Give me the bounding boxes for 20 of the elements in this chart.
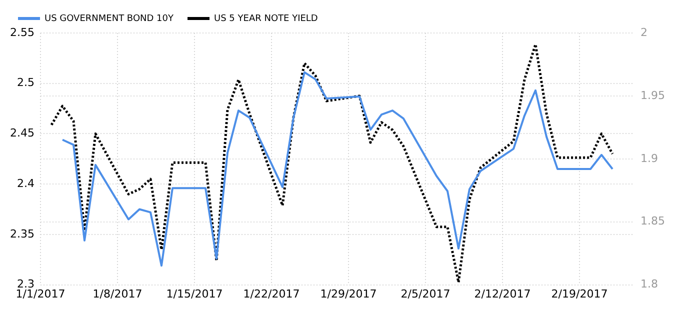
x-tick-label: 2/12/2017 bbox=[474, 287, 531, 300]
legend-label: US GOVERNMENT BOND 10Y bbox=[44, 14, 174, 24]
x-tick-label: 1/8/2017 bbox=[92, 287, 142, 300]
x-tick-label: 1/22/2017 bbox=[243, 287, 300, 300]
y2-tick-label: 1.9 bbox=[640, 152, 658, 165]
y-tick-label: 2.55 bbox=[10, 26, 34, 39]
y2-tick-label: 1.8 bbox=[640, 278, 658, 291]
legend-label: US 5 YEAR NOTE YIELD bbox=[214, 14, 318, 24]
y-tick-label: 2.35 bbox=[10, 227, 34, 240]
y2-tick-label: 1.95 bbox=[640, 88, 666, 102]
x-tick-label: 1/29/2017 bbox=[320, 287, 377, 300]
x-tick-label: 2/5/2017 bbox=[400, 287, 450, 300]
x-tick-label: 2/19/2017 bbox=[551, 287, 608, 300]
y-tick-label: 2.4 bbox=[16, 176, 34, 190]
y2-tick-label: 2 bbox=[640, 26, 648, 39]
y-tick-label: 2.5 bbox=[16, 76, 34, 90]
y2-tick-label: 1.85 bbox=[640, 214, 666, 228]
line-series bbox=[50, 43, 614, 284]
y-tick-label: 2.45 bbox=[10, 126, 34, 140]
x-tick-label: 1/15/2017 bbox=[166, 287, 223, 300]
